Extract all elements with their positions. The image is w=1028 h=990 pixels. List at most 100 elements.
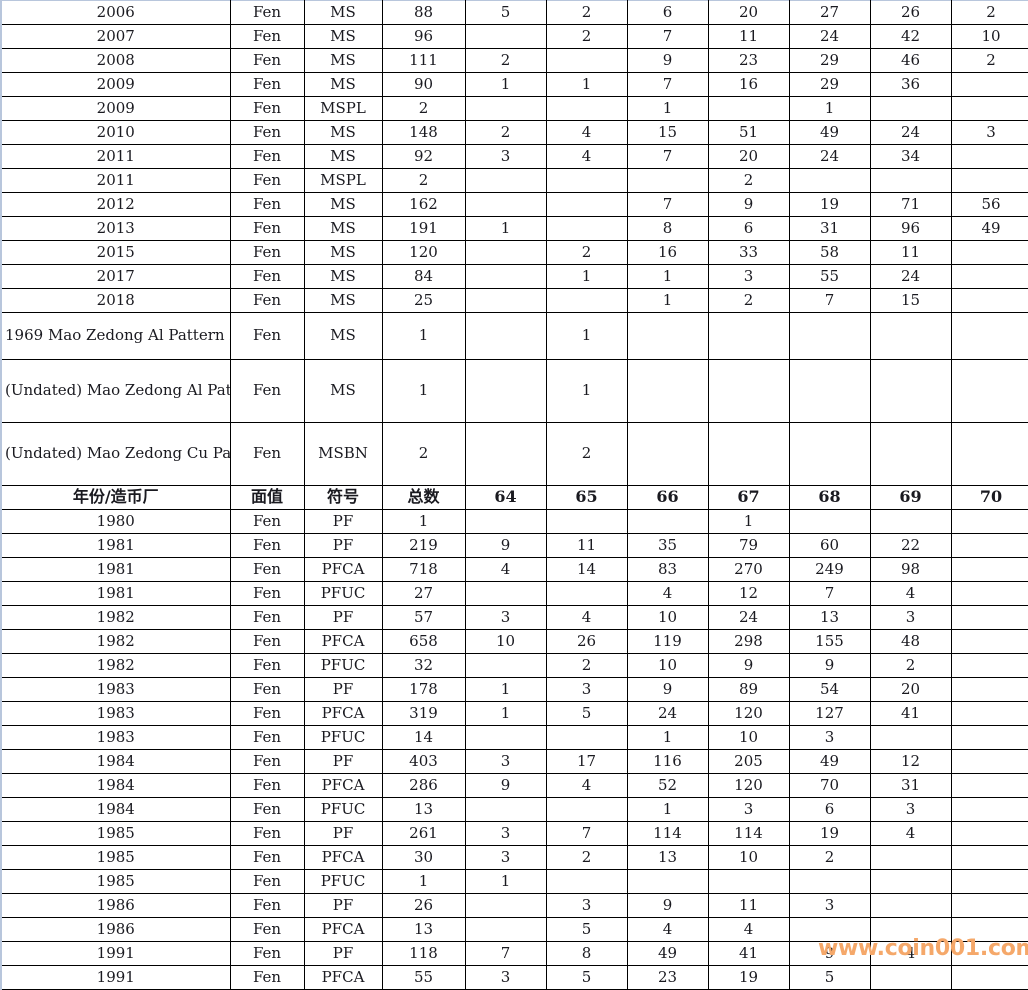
- total-cell: 96: [382, 24, 466, 49]
- grade-67-cell: 9: [708, 192, 790, 217]
- total-cell: 25: [382, 288, 466, 313]
- grade-66-cell: 23: [627, 965, 709, 990]
- grade-70-cell: [951, 629, 1028, 654]
- denomination-cell: Fen: [230, 192, 305, 217]
- grade-67-cell: 24: [708, 605, 790, 630]
- denomination-cell: Fen: [230, 917, 305, 942]
- grade-70-cell: [951, 821, 1028, 846]
- grade-70-cell: 56: [951, 192, 1028, 217]
- grade-67-cell: 23: [708, 48, 790, 73]
- grade-66-cell: 1: [627, 797, 709, 822]
- grade-66-cell: 1: [627, 264, 709, 289]
- grade-68-cell: 13: [789, 605, 871, 630]
- grade-70-cell: [951, 653, 1028, 678]
- symbol-cell: PFCA: [304, 845, 383, 870]
- year-mint-cell: 1981: [1, 581, 231, 606]
- grade-68-cell: [789, 422, 871, 486]
- total-cell: 261: [382, 821, 466, 846]
- grade-66-cell: 10: [627, 653, 709, 678]
- year-mint-cell: 2008: [1, 48, 231, 73]
- table-row: 1983 Fen PFCA 319 1 5 24 120 127 41: [1, 701, 1028, 726]
- grade-70-cell: [951, 917, 1028, 942]
- year-mint-cell: 2010: [1, 120, 231, 145]
- table-row: 2007 Fen MS 96 2 7 11 24 42 10: [1, 24, 1028, 49]
- grade-68-cell: 249: [789, 557, 871, 582]
- symbol-cell: PF: [304, 893, 383, 918]
- denomination-cell: Fen: [230, 701, 305, 726]
- year-mint-cell: 2013: [1, 216, 231, 241]
- grade-66-cell: 7: [627, 192, 709, 217]
- grade-68-cell: [789, 509, 871, 534]
- grade-70-cell: 10: [951, 24, 1028, 49]
- total-cell: 2: [382, 422, 466, 486]
- grade-66-cell: 35: [627, 533, 709, 558]
- symbol-cell: PFUC: [304, 797, 383, 822]
- grade-68-cell: 60: [789, 533, 871, 558]
- year-mint-cell: 1983: [1, 725, 231, 750]
- grade-67-cell: 19: [708, 965, 790, 990]
- total-cell: 2: [382, 96, 466, 121]
- grade-70-cell: [951, 288, 1028, 313]
- total-cell: 2: [382, 168, 466, 193]
- year-mint-cell: 2015: [1, 240, 231, 265]
- grade-66-cell: 1: [627, 288, 709, 313]
- grade-68-cell: 7: [789, 288, 871, 313]
- grade-65-cell: [546, 168, 628, 193]
- table-row: 1986 Fen PF 26 3 9 11 3: [1, 893, 1028, 918]
- grade-65-cell: 14: [546, 557, 628, 582]
- total-cell: 111: [382, 48, 466, 73]
- grade-65-cell: 5: [546, 917, 628, 942]
- grade-64-cell: [465, 359, 547, 423]
- table-row: 1981 Fen PFUC 27 4 12 7 4: [1, 581, 1028, 606]
- denomination-cell: Fen: [230, 653, 305, 678]
- grade-69-cell: [870, 312, 952, 360]
- grade-67-cell: 3: [708, 264, 790, 289]
- grade-69-cell: [870, 725, 952, 750]
- year-mint-cell: 2007: [1, 24, 231, 49]
- grade-65-cell: 11: [546, 533, 628, 558]
- grade-65-cell: 2: [546, 24, 628, 49]
- grade-65-cell: 3: [546, 677, 628, 702]
- table-row: 2011 Fen MSPL 2 2: [1, 168, 1028, 193]
- year-mint-cell: 1991: [1, 941, 231, 966]
- grade-69-cell: 12: [870, 749, 952, 774]
- table-row: 2012 Fen MS 162 7 9 19 71 56: [1, 192, 1028, 217]
- denomination-cell: Fen: [230, 359, 305, 423]
- grade-66-cell: [627, 359, 709, 423]
- grade-69-cell: 48: [870, 629, 952, 654]
- grade-69-cell: 24: [870, 120, 952, 145]
- table-row: 1984 Fen PF 403 3 17 116 205 49 12: [1, 749, 1028, 774]
- grade-68-cell: 3: [789, 893, 871, 918]
- symbol-cell: PF: [304, 677, 383, 702]
- grade-64-cell: 3: [465, 845, 547, 870]
- header-grade-64: 64: [465, 485, 547, 510]
- header-grade-65: 65: [546, 485, 628, 510]
- grade-66-cell: 24: [627, 701, 709, 726]
- grade-68-cell: [789, 312, 871, 360]
- denomination-cell: Fen: [230, 216, 305, 241]
- grade-68-cell: 27: [789, 0, 871, 25]
- grade-69-cell: 22: [870, 533, 952, 558]
- grade-69-cell: 3: [870, 605, 952, 630]
- total-cell: 26: [382, 893, 466, 918]
- grade-69-cell: 96: [870, 216, 952, 241]
- grade-69-cell: [870, 845, 952, 870]
- total-cell: 1: [382, 359, 466, 423]
- table-row: 2013 Fen MS 191 1 8 6 31 96 49: [1, 216, 1028, 241]
- grade-64-cell: [465, 168, 547, 193]
- grade-68-cell: 29: [789, 48, 871, 73]
- total-cell: 90: [382, 72, 466, 97]
- grade-65-cell: [546, 869, 628, 894]
- grade-68-cell: 29: [789, 72, 871, 97]
- grade-70-cell: [951, 581, 1028, 606]
- total-cell: 191: [382, 216, 466, 241]
- table-row: 1980 Fen PF 1 1: [1, 509, 1028, 534]
- grade-67-cell: 41: [708, 941, 790, 966]
- total-cell: 118: [382, 941, 466, 966]
- year-mint-cell: 2012: [1, 192, 231, 217]
- grade-67-cell: 270: [708, 557, 790, 582]
- table-row: 1982 Fen PF 57 3 4 10 24 13 3: [1, 605, 1028, 630]
- table-row: 2008 Fen MS 111 2 9 23 29 46 2: [1, 48, 1028, 73]
- grade-68-cell: 19: [789, 821, 871, 846]
- grade-67-cell: 33: [708, 240, 790, 265]
